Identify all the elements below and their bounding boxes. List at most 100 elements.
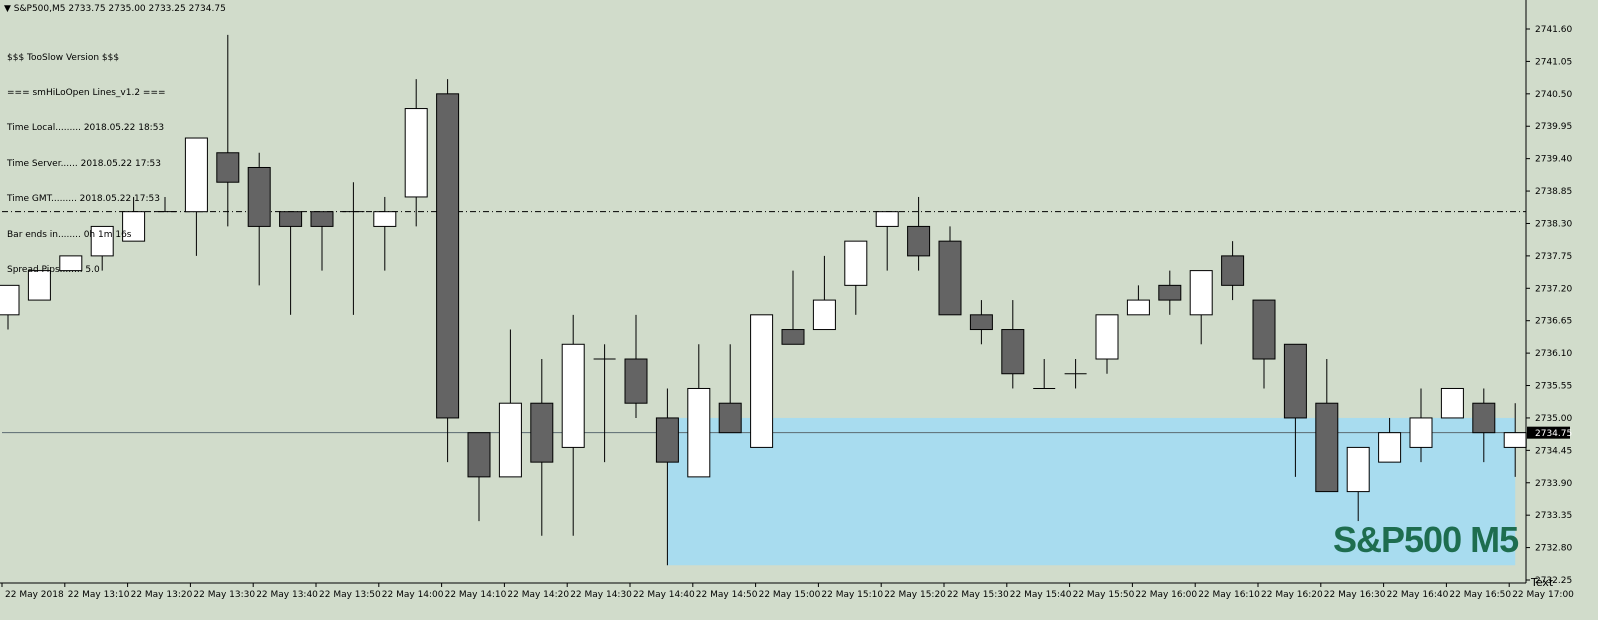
candle — [844, 240, 868, 315]
y-tick-label: 2734.45 — [1535, 446, 1572, 456]
candle — [1001, 300, 1025, 389]
candle — [907, 196, 931, 271]
candle-body-bear — [624, 358, 648, 404]
y-tick-label: 2737.20 — [1535, 284, 1572, 294]
info-line: $$$ TooSlow Version $$$ — [7, 52, 120, 63]
candle — [1472, 388, 1496, 463]
candle-body-bear — [530, 402, 554, 463]
indicator-info-panel: $$$ TooSlow Version $$$ === smHiLoOpen L… — [7, 29, 166, 300]
y-tick-label: 2732.25 — [1535, 576, 1572, 586]
candle — [184, 137, 208, 256]
candle-body-bear — [436, 93, 460, 419]
x-tick-label: 22 May 14:20 — [507, 590, 569, 600]
candle — [969, 300, 993, 345]
candle — [1221, 241, 1245, 301]
candle-body-bull — [844, 240, 868, 286]
candle-body-bull — [1440, 387, 1464, 419]
candle — [467, 432, 491, 522]
candle — [1126, 285, 1150, 316]
candle — [404, 79, 428, 227]
candle-body-bear — [216, 152, 240, 183]
y-tick-label: 2732.80 — [1535, 544, 1572, 554]
y-tick-label: 2741.60 — [1535, 25, 1572, 35]
candle — [498, 329, 522, 478]
y-tick-label: 2733.35 — [1535, 511, 1572, 521]
current-price-badge — [1527, 426, 1570, 439]
candle-body-bull — [0, 284, 20, 316]
x-tick-label: 22 May 14:10 — [445, 590, 507, 600]
info-line: === smHiLoOpen Lines_v1.2 === — [7, 87, 166, 98]
candle-body-bear — [1472, 402, 1496, 434]
x-tick-label: 22 May 2018 — [5, 590, 64, 600]
candle-body-bull — [812, 299, 836, 331]
candle — [781, 270, 805, 345]
x-tick-label: 22 May 13:20 — [131, 590, 193, 600]
text-object-label[interactable]: Text — [1531, 576, 1554, 589]
x-tick-label: 22 May 16:00 — [1135, 590, 1197, 600]
x-tick-label: 22 May 15:40 — [1010, 590, 1072, 600]
candle-body-bull — [90, 225, 114, 257]
candle — [436, 79, 460, 463]
candle-body-bear — [655, 417, 679, 463]
x-tick-label: 22 May 13:40 — [256, 590, 318, 600]
candle — [1033, 359, 1056, 389]
y-tick-label: 2735.55 — [1535, 382, 1572, 392]
x-tick-label: 22 May 16:10 — [1198, 590, 1260, 600]
candle — [247, 152, 271, 286]
candle — [154, 196, 176, 213]
candle — [1315, 359, 1339, 493]
candle-body-bear — [247, 166, 271, 227]
candle — [0, 284, 20, 330]
candle — [1378, 417, 1402, 463]
candle — [1283, 343, 1307, 477]
time-axis-panel — [0, 584, 1598, 616]
candle-body-bear — [781, 329, 805, 345]
candle — [593, 344, 616, 463]
y-tick-label: 2741.05 — [1535, 57, 1572, 67]
candle-body-bull — [373, 211, 397, 227]
candle-body-bull — [1409, 417, 1433, 448]
y-tick-label: 2739.40 — [1535, 155, 1572, 165]
candle — [279, 211, 303, 315]
candle-body-bull — [687, 387, 711, 478]
candle-body-bear — [1252, 299, 1276, 360]
candle-body-bear — [279, 211, 303, 227]
candle-body-bull — [1378, 432, 1402, 463]
x-tick-label: 22 May 15:50 — [1073, 590, 1135, 600]
candle-body-bull — [27, 270, 51, 301]
candle — [812, 255, 836, 331]
info-line: Time Local......... 2018.05.22 18:53 — [7, 123, 165, 134]
candle — [561, 314, 585, 536]
y-tick-label: 2738.30 — [1535, 219, 1572, 229]
candle-body-bull — [404, 108, 428, 198]
x-tick-label: 22 May 13:10 — [68, 590, 130, 600]
candle — [1440, 387, 1464, 419]
x-tick-label: 22 May 14:40 — [633, 590, 695, 600]
x-tick-label: 22 May 15:30 — [947, 590, 1009, 600]
chart-menu-arrow-icon[interactable]: ▼ — [4, 4, 11, 14]
current-price-label: 2734.75 — [1535, 429, 1572, 439]
candle — [875, 211, 899, 271]
candle — [1346, 446, 1370, 522]
x-tick-label: 22 May 16:20 — [1261, 590, 1323, 600]
candle-body-bear — [718, 402, 742, 434]
candle-body-bear — [1315, 402, 1339, 493]
candle-body-bear — [310, 211, 334, 227]
candle — [938, 226, 962, 316]
candle — [1095, 314, 1119, 374]
x-tick-label: 22 May 14:50 — [696, 590, 758, 600]
candle-body-bull — [750, 314, 774, 448]
candle-body-bull — [561, 343, 585, 448]
candle-body-bull — [1095, 314, 1119, 360]
price-axis-panel — [1527, 0, 1598, 616]
highlight-box — [667, 417, 1516, 566]
x-tick-label: 22 May 16:30 — [1324, 590, 1386, 600]
candle-body-bear — [1001, 329, 1025, 375]
x-tick-label: 22 May 14:30 — [570, 590, 632, 600]
y-tick-label: 2737.75 — [1535, 252, 1572, 262]
y-tick-label: 2740.50 — [1535, 90, 1572, 100]
y-tick-label: 2735.00 — [1535, 414, 1572, 424]
candle — [1409, 388, 1433, 463]
